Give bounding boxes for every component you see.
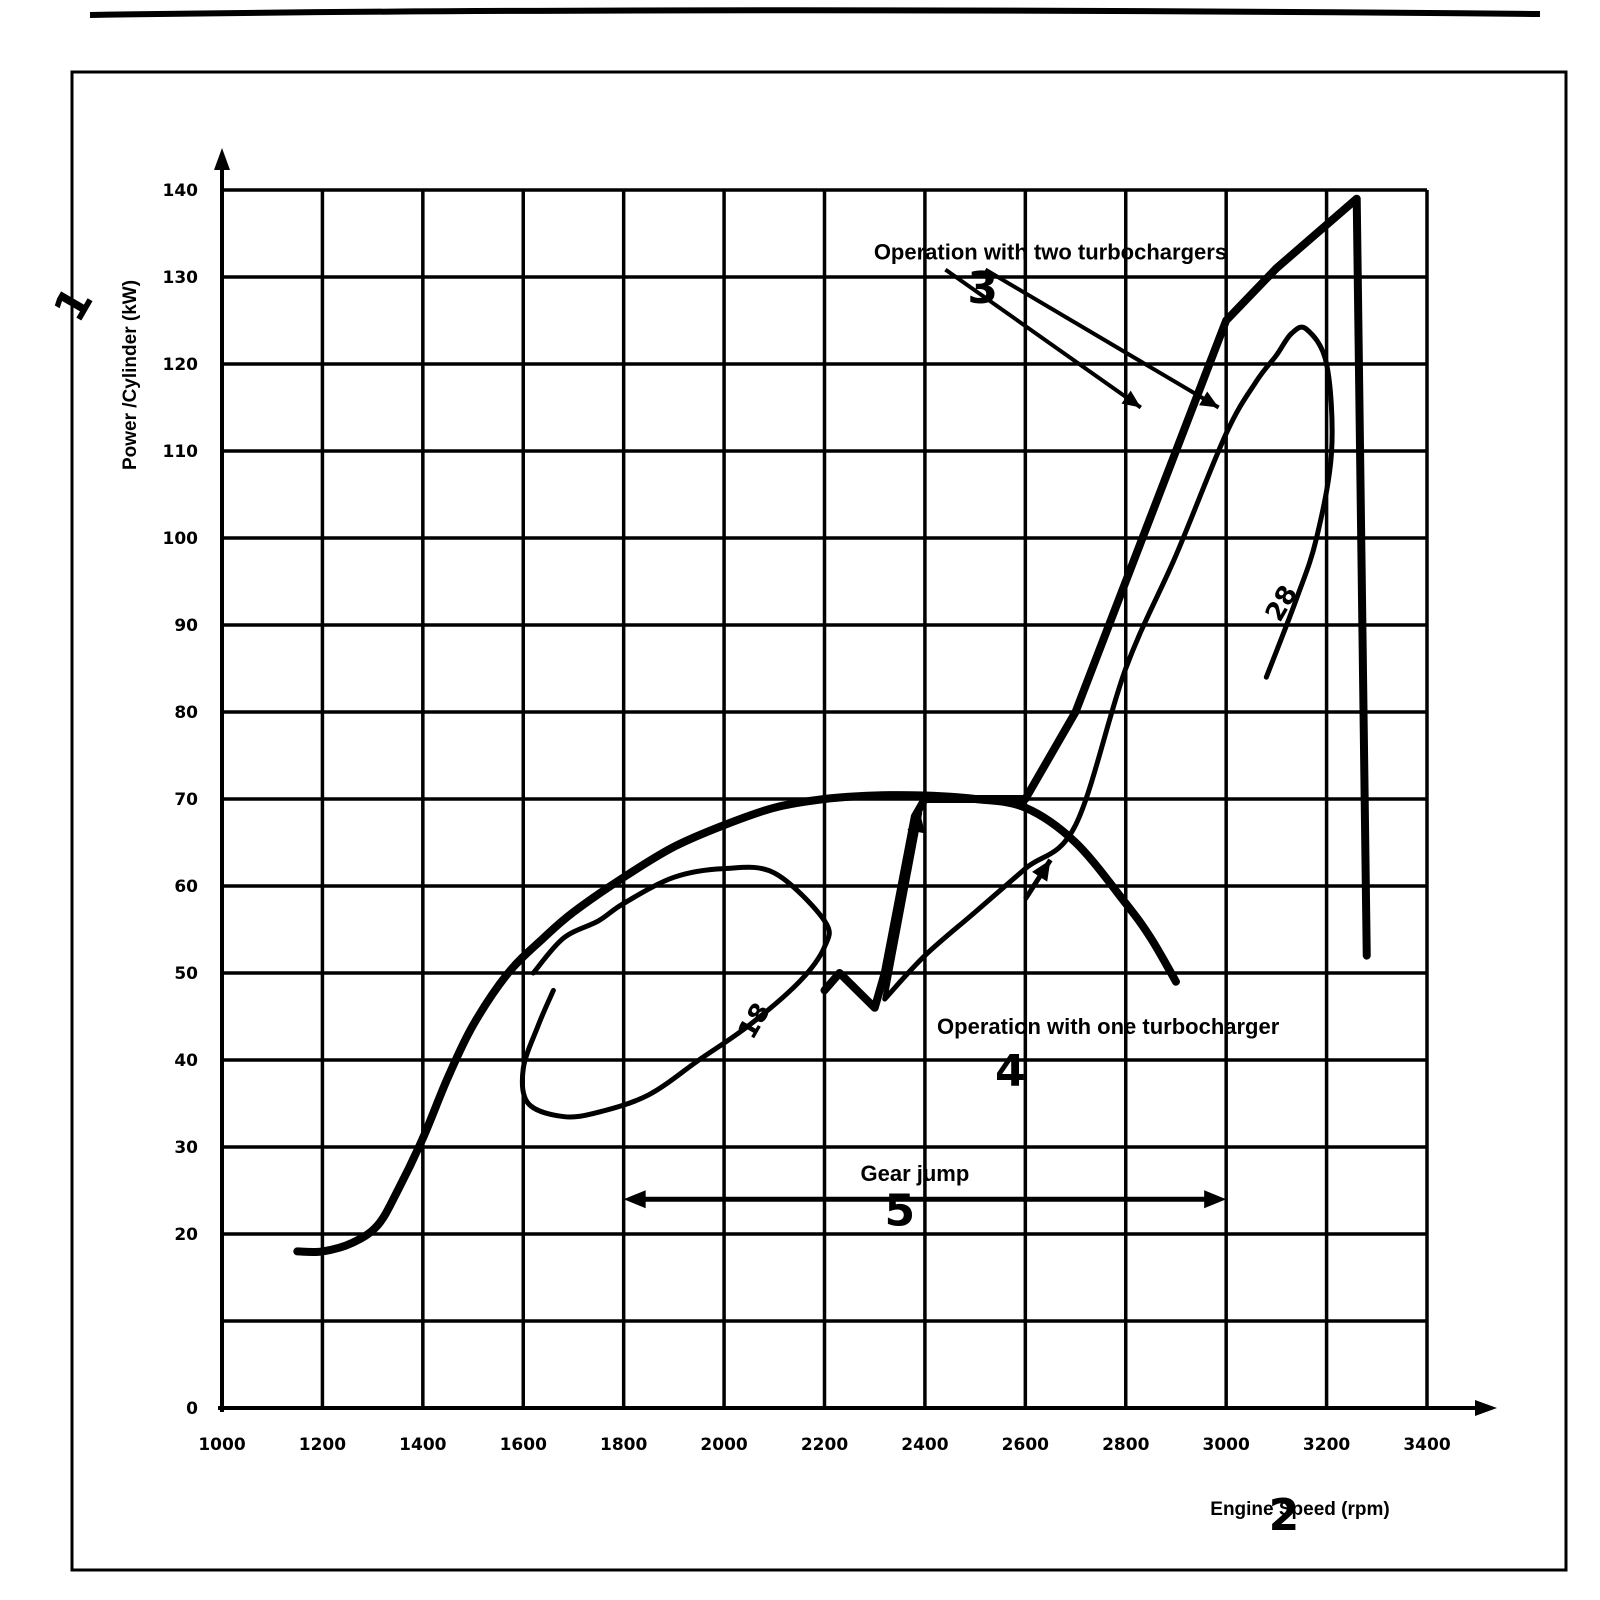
y-tick-label-3: 40 [174,1051,198,1071]
annotation-8: 28 [1260,580,1304,626]
x-tick-label-1: 1200 [299,1435,346,1455]
annotation-3: 4 [995,1046,1026,1097]
y-tick-label-11: 120 [163,355,199,375]
y-tick-label-8: 90 [174,616,198,636]
label-pointer-head-1 [1199,391,1219,408]
y-tick-label-9: 100 [163,529,199,549]
series-lines [293,194,1371,1257]
figure-frame [70,70,1568,1572]
x-tick-label-7: 2400 [901,1435,948,1455]
x-tick-label-10: 3000 [1203,1435,1250,1455]
annotation-2: 3 [967,263,998,314]
x-tick-label-6: 2200 [801,1435,848,1455]
y-axis-arrowhead [214,148,230,170]
y-tick-label-0: 0 [186,1399,198,1419]
axes [214,148,1497,1416]
x-tick-label-5: 2000 [700,1435,747,1455]
x-tick-label-4: 1800 [600,1435,647,1455]
y-tick-label-6: 70 [174,790,198,810]
series-line-2 [519,864,832,1120]
label-pointer-1 [984,267,1220,410]
series-line-3 [882,324,1335,1002]
x-tick-label-12: 3400 [1403,1435,1450,1455]
x-tick-label-9: 2800 [1102,1435,1149,1455]
gear-jump-arrowhead-left [623,1190,646,1209]
gear-jump-label: Gear jump [861,1161,970,1186]
x-tick-label-11: 3200 [1303,1435,1350,1455]
y-tick-label-2: 30 [174,1138,198,1158]
x-axis-title: Engine Speed (rpm) [1210,1499,1389,1520]
y-tick-label-1: 20 [174,1225,198,1245]
series-arrowhead-5 [907,812,926,834]
x-tick-label-2: 1400 [399,1435,446,1455]
tick-labels: 1000 1200 1400 1600 1800 2000 2200 2400 2600 2800… [163,181,1451,1455]
y-tick-label-12: 130 [163,268,199,288]
label-pointer-0 [944,267,1142,410]
annotation-0: Operation with two turbochargers [874,240,1227,265]
annotation-4: 5 [885,1185,916,1236]
annotation-6: 1 [44,279,103,331]
annotation-7: 18 [733,998,777,1044]
y-tick-label-13: 140 [163,181,199,201]
x-tick-label-8: 2600 [1002,1435,1049,1455]
gear-jump-arrow: Gear jump [623,1161,1227,1209]
annotation-1: Operation with one turbocharger [937,1014,1280,1039]
grid [220,188,1429,1408]
annotation-5: 2 [1269,1490,1300,1541]
series-line-0 [293,791,1180,1257]
x-tick-label-0: 1000 [198,1435,245,1455]
gear-jump-arrowhead-right [1204,1190,1227,1209]
y-tick-label-7: 80 [174,703,198,723]
page-top-edge [89,7,1541,18]
y-tick-label-4: 50 [174,964,198,984]
series-arrow-5 [882,811,923,1000]
label-pointer-head-0 [1121,390,1141,408]
y-tick-label-5: 60 [174,877,198,897]
y-tick-label-10: 110 [163,442,199,462]
series-arrowhead-4 [1032,859,1051,882]
y-axis-title: Power /Cylinder (kW) [120,280,141,470]
x-axis-arrowhead [1475,1400,1497,1416]
x-tick-label-3: 1600 [500,1435,547,1455]
series-line-1 [820,194,1371,1012]
